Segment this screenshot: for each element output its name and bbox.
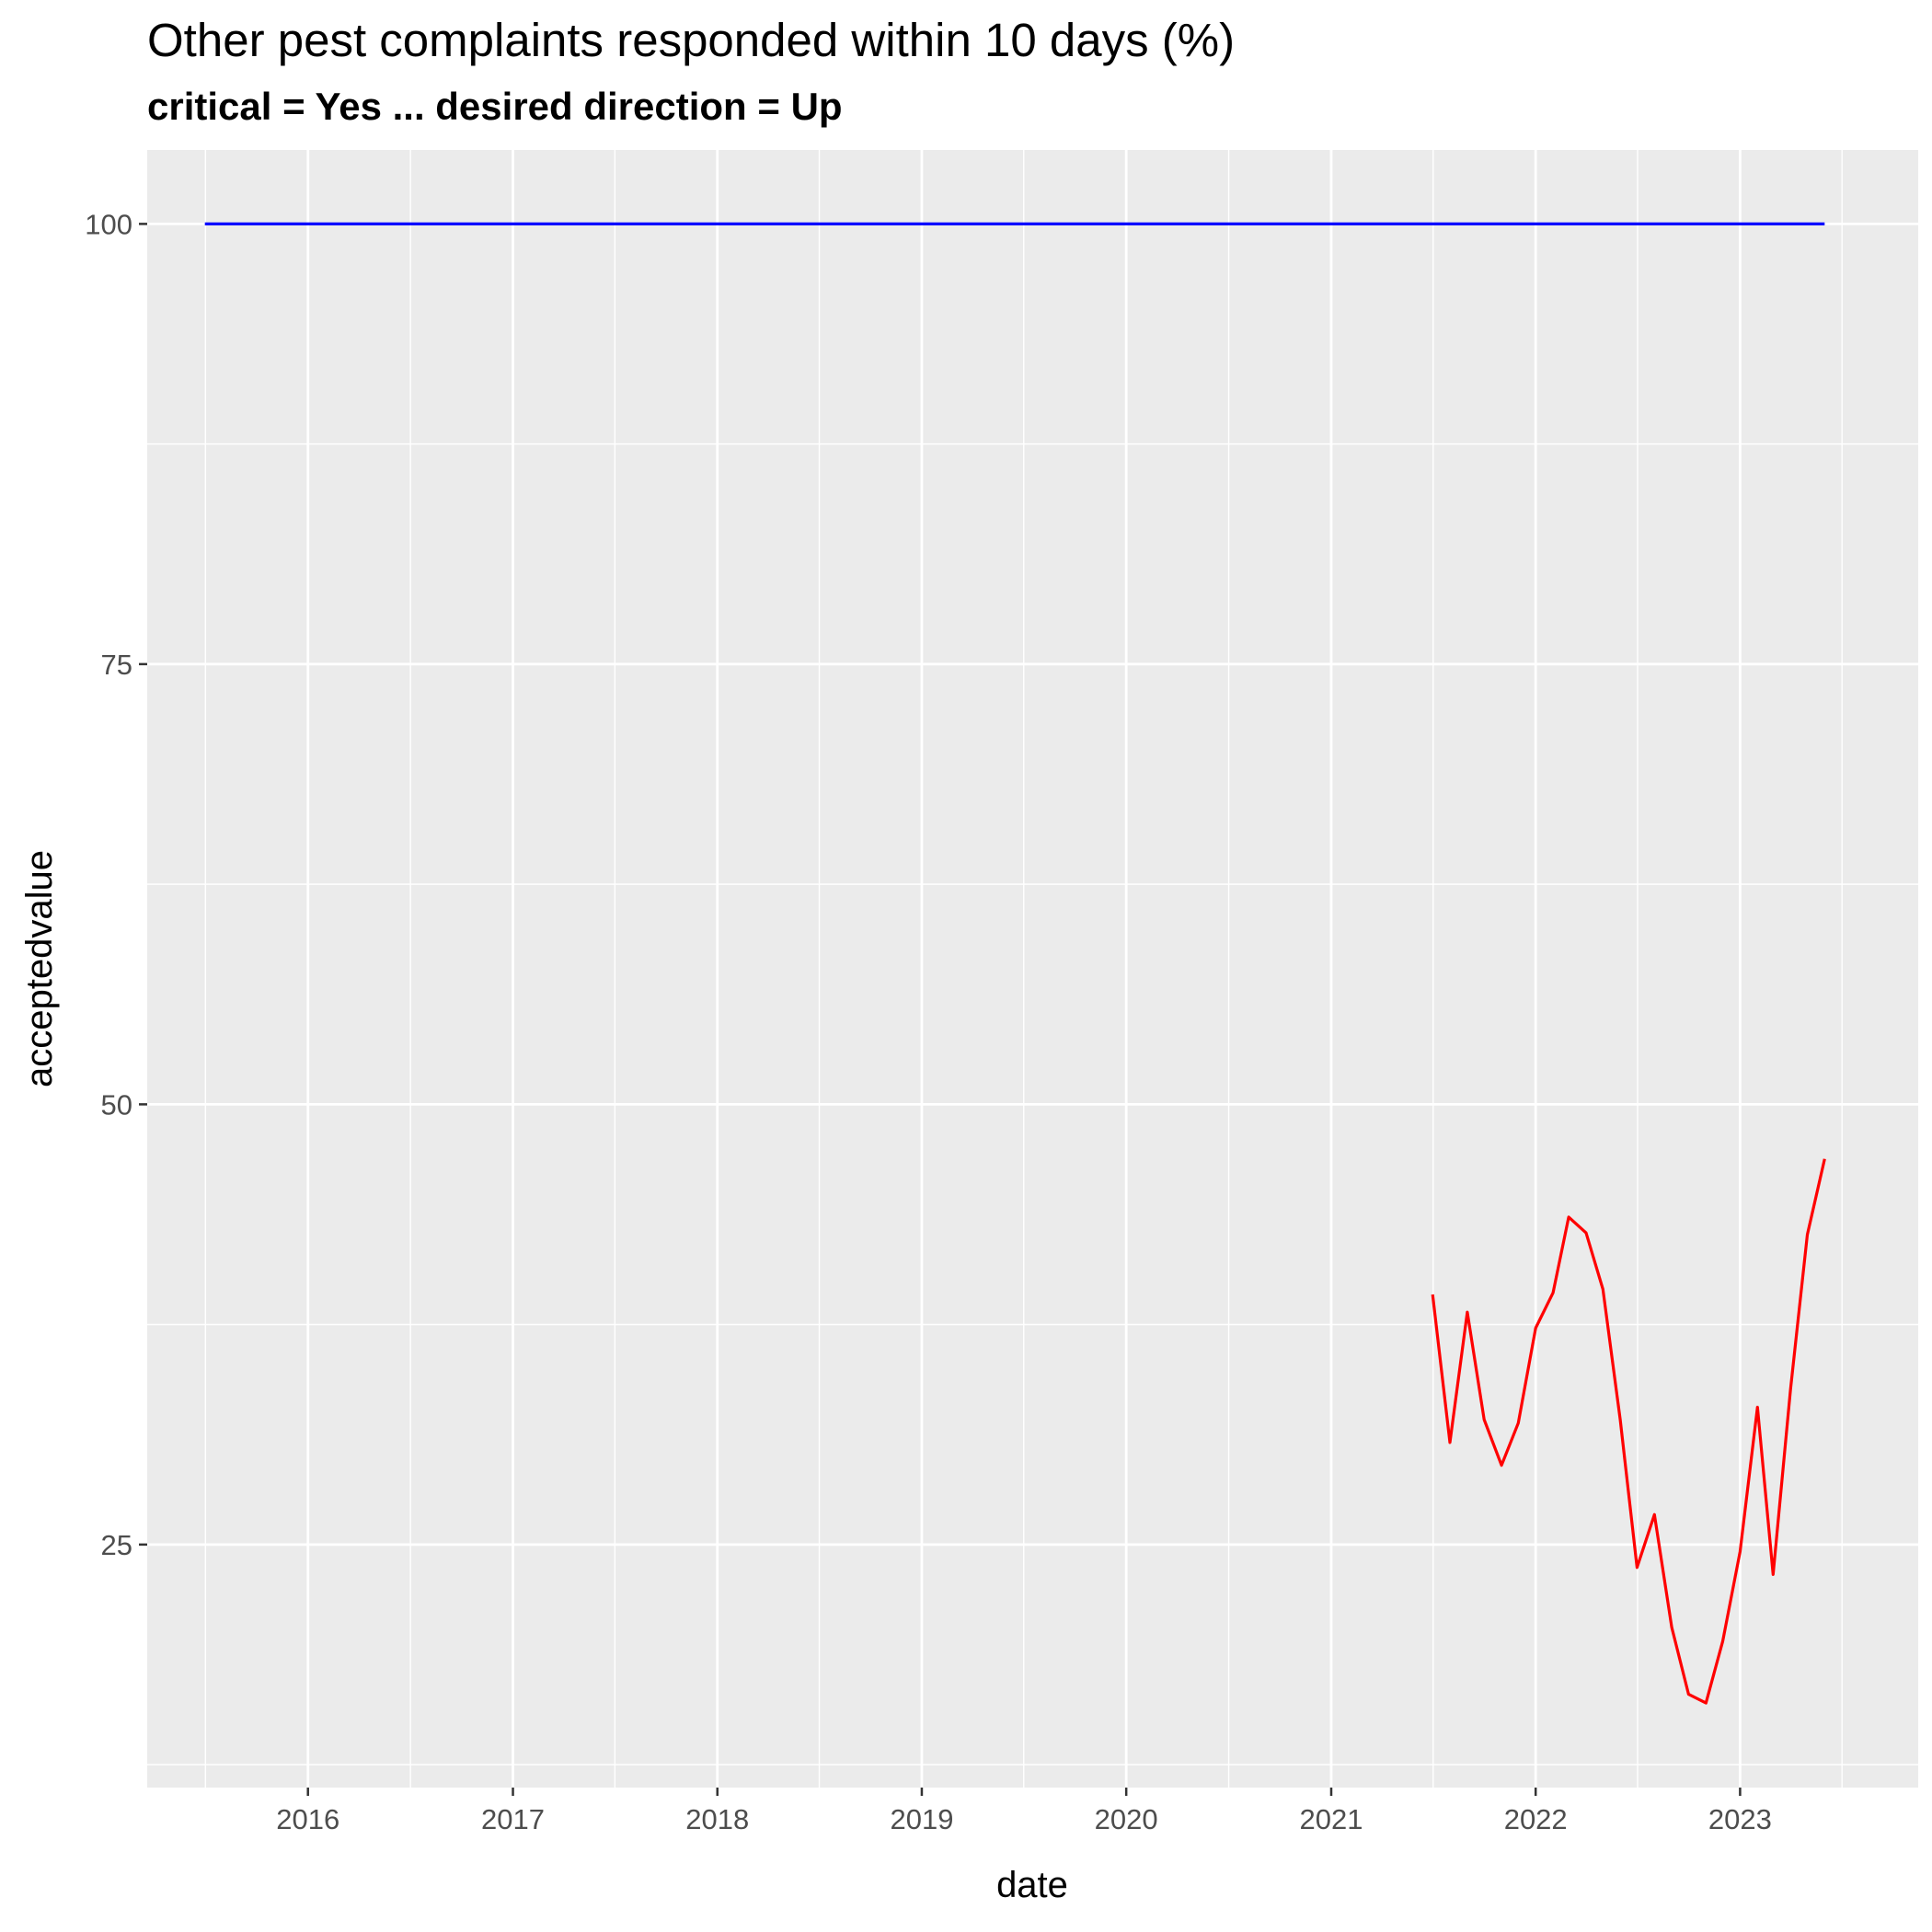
- y-tick-label: 75: [101, 649, 132, 681]
- plot-panel: [147, 150, 1918, 1788]
- x-tick-label: 2022: [1504, 1803, 1568, 1835]
- x-tick-label: 2023: [1708, 1803, 1772, 1835]
- y-tick-label: 100: [85, 208, 132, 240]
- y-tick-label: 50: [101, 1088, 132, 1121]
- minor-gridlines: [147, 150, 1918, 1788]
- x-tick-label: 2021: [1300, 1803, 1363, 1835]
- y-tick-label: 25: [101, 1529, 132, 1561]
- x-tick-label: 2018: [685, 1803, 749, 1835]
- x-tick-label: 2016: [276, 1803, 339, 1835]
- x-tick-label: 2020: [1095, 1803, 1158, 1835]
- chart-subtitle: critical = Yes ... desired direction = U…: [147, 85, 843, 128]
- tick-labels: 2016 2017 2018 2019 2020 2021 2022 2023 25 50 75 10…: [85, 208, 1772, 1835]
- series-line-2: [1431, 1158, 1826, 1705]
- y-axis-title: acceptedvalue: [19, 850, 60, 1087]
- x-tick-label: 2017: [481, 1803, 545, 1835]
- x-axis-title: date: [996, 1865, 1068, 1905]
- series-lines: [204, 222, 1826, 1705]
- chart-title: Other pest complaints responded within 1…: [147, 14, 1236, 66]
- axis-ticks: [139, 223, 1742, 1796]
- x-tick-label: 2019: [890, 1803, 953, 1835]
